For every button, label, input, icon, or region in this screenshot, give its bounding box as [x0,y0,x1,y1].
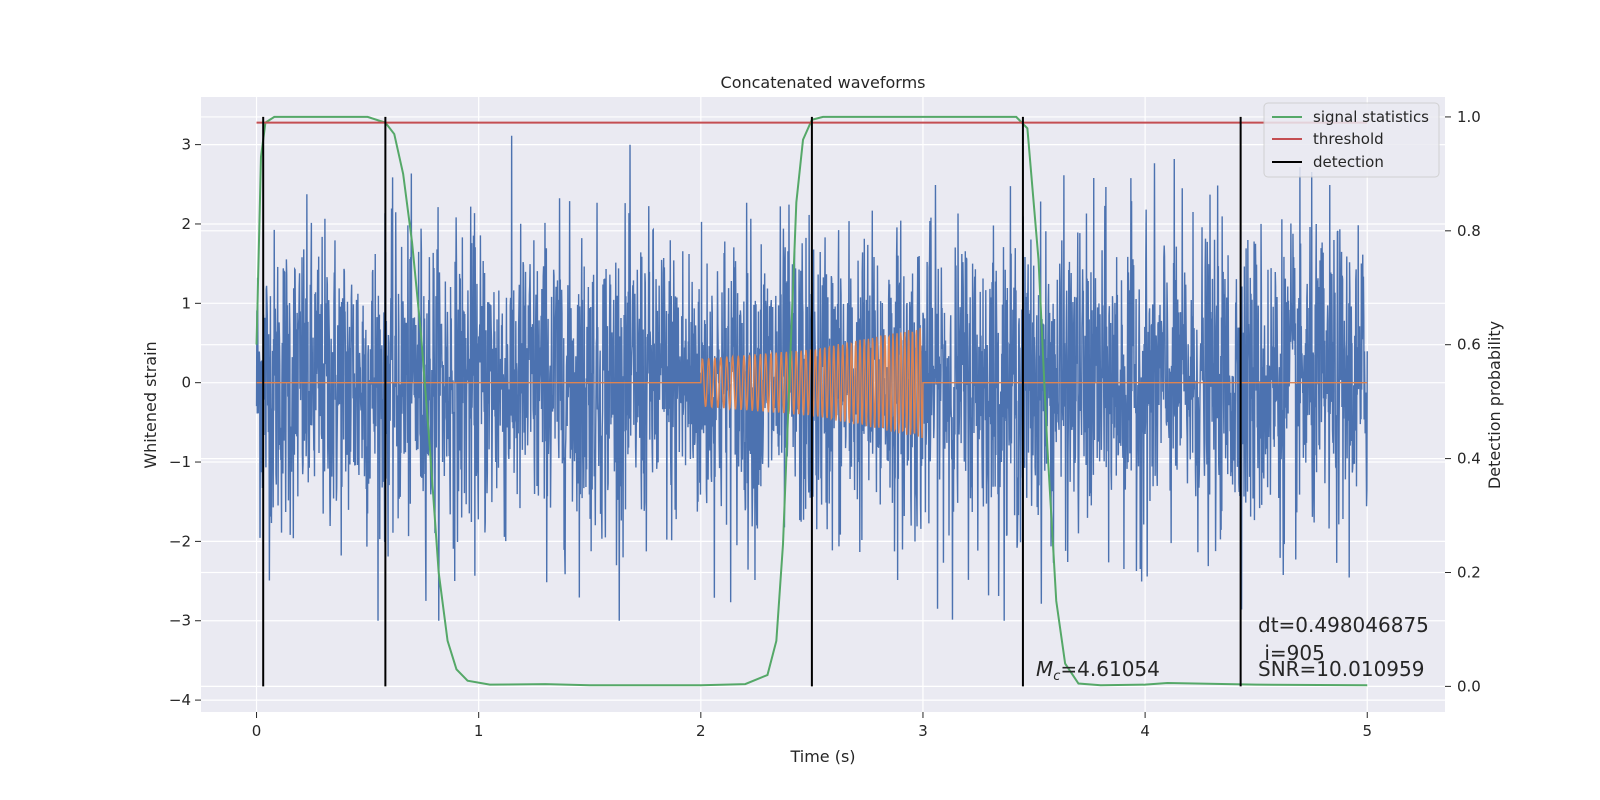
x-tick-label: 0 [252,722,262,740]
chart-title: Concatenated waveforms [721,73,926,92]
detection-series [262,116,1242,687]
legend-detection-label: detection [1313,153,1384,171]
y-tick-label: 2 [181,215,191,233]
y-tick-label: −3 [169,612,191,630]
x-tick-label: 4 [1140,722,1150,740]
y-right-tick-label: 0.4 [1457,450,1481,468]
axis-ticks: 0 1 2 3 4 5 −4 −3 −2 −1 0 1 2 3 0.0 0.2 0.4 0.6 0.8 1.0 [169,108,1481,740]
annotation-dt: dt=0.498046875 [1258,613,1429,637]
annotation-i: i=905 [1258,641,1325,665]
y-tick-label: −2 [169,532,191,550]
y-tick-label: −4 [169,691,191,709]
y-tick-label: 1 [181,294,191,312]
x-tick-label: 2 [696,722,706,740]
y-tick-label: 0 [181,374,191,392]
y-right-tick-label: 0.8 [1457,222,1481,240]
x-tick-label: 1 [474,722,484,740]
y-right-tick-label: 0.0 [1457,677,1481,695]
y-right-tick-label: 0.2 [1457,563,1481,581]
y-tick-label: −1 [169,453,191,471]
legend-signal-statistics-label: signal statistics [1313,108,1429,126]
y-axis-label: Whitened strain [141,341,160,468]
signal-statistics-line [255,115,1368,687]
legend: signal statistics threshold detection [1263,102,1440,178]
y-tick-label: 3 [181,136,191,154]
y-right-tick-label: 1.0 [1457,108,1481,126]
annotation-mc-symbol: M [1036,657,1053,681]
x-axis-label: Time (s) [789,747,855,766]
legend-threshold-label: threshold [1313,130,1384,148]
y-right-tick-label: 0.6 [1457,336,1481,354]
x-tick-label: 5 [1362,722,1372,740]
annotation-mc-subscript: c [1053,669,1060,684]
annotation-snr: SNR=10.010959 [1258,657,1424,681]
y-axis-label-right: Detection probability [1485,321,1504,489]
legend-box [1263,102,1440,178]
annotation-mc: Mc=4.61054 [1036,657,1160,684]
signal-statistics-series [255,115,1368,687]
annotation-mc-value: =4.61054 [1060,657,1159,681]
x-tick-label: 3 [918,722,928,740]
